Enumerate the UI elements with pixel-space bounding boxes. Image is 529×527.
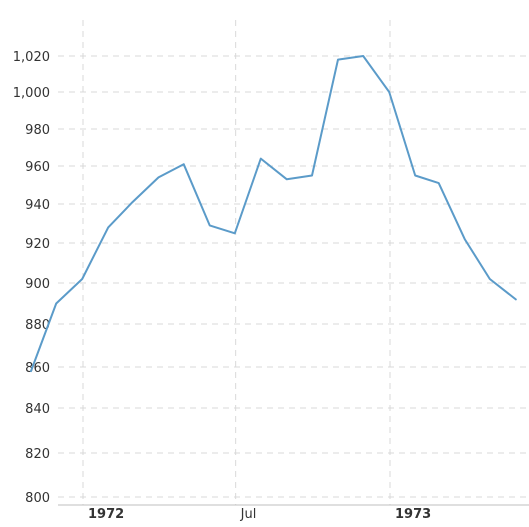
- x-tick-label: 1972: [88, 507, 124, 522]
- y-tick-label: 800: [25, 491, 50, 506]
- horizontal-gridlines: [58, 55, 529, 498]
- y-tick-label: 1,000: [13, 86, 50, 101]
- y-tick-label: 820: [25, 447, 50, 462]
- y-tick-label: 940: [25, 198, 50, 213]
- x-axis-tick-labels: 1972 Jul 1973: [88, 507, 431, 522]
- y-tick-label: 960: [25, 160, 50, 175]
- y-tick-label: 920: [25, 237, 50, 252]
- y-tick-label: 860: [25, 361, 50, 376]
- y-tick-label: 880: [25, 318, 50, 333]
- series-group: [30, 55, 517, 373]
- y-axis-tick-labels: 800 820 840 860 880 900 920 940 960 980 1,000 1,020: [13, 50, 50, 506]
- x-tick-label: 1973: [395, 507, 431, 522]
- series-line-0: [30, 55, 517, 373]
- y-tick-label: 1,020: [13, 50, 50, 65]
- vertical-gridlines: [82, 20, 391, 505]
- y-tick-label: 840: [25, 402, 50, 417]
- y-tick-label: 900: [25, 277, 50, 292]
- x-tick-label: Jul: [240, 507, 257, 522]
- y-tick-label: 980: [25, 123, 50, 138]
